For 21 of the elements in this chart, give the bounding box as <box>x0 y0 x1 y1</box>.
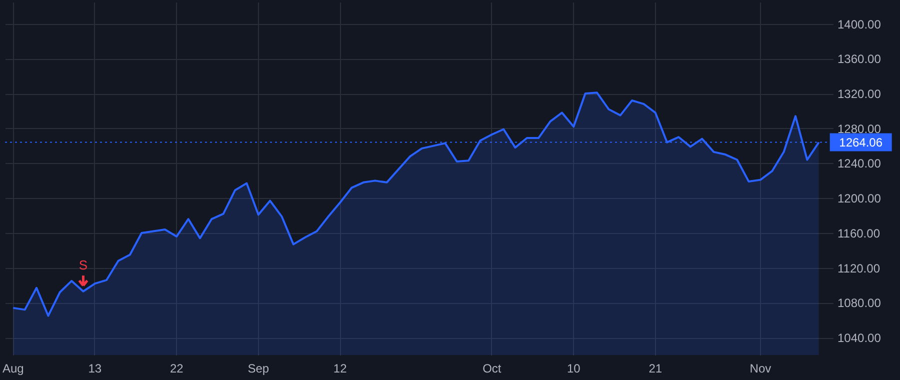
y-tick-label: 1120.00 <box>838 261 880 276</box>
x-tick-label: 12 <box>333 362 348 376</box>
x-tick-label: Nov <box>750 362 772 376</box>
x-tick-label: Oct <box>482 362 502 376</box>
y-tick-label: 1320.00 <box>838 87 882 102</box>
annotation: S <box>78 258 88 273</box>
y-tick-label: 1360.00 <box>838 52 882 66</box>
ref-line-label: 1264.06 <box>839 135 883 150</box>
y-tick-label: 1240.00 <box>838 156 882 171</box>
x-tick-label: Sep <box>248 362 270 376</box>
y-tick-label: 1040.00 <box>838 331 882 346</box>
y-tick-label: 1160.00 <box>838 226 880 240</box>
x-tick-label: 21 <box>648 362 662 376</box>
y-tick-label: 1280.00 <box>838 122 882 136</box>
y-tick-label: 1080.00 <box>838 296 882 310</box>
x-tick-label: Aug <box>2 362 24 376</box>
y-tick-label: 1200.00 <box>838 192 882 206</box>
x-tick-label: 22 <box>170 362 184 376</box>
y-tick-label: 1400.00 <box>838 17 882 32</box>
x-tick-label: 13 <box>88 362 102 376</box>
x-tick-label: 10 <box>566 362 581 376</box>
